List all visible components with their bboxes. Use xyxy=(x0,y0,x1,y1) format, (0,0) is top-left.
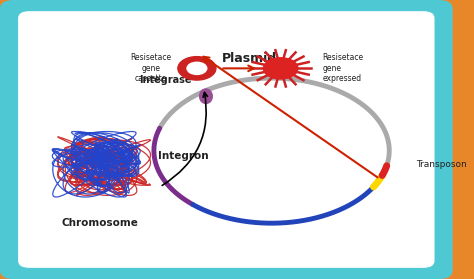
FancyArrowPatch shape xyxy=(162,92,208,186)
Text: Resisetace
gene
cassette: Resisetace gene cassette xyxy=(130,54,171,83)
FancyBboxPatch shape xyxy=(18,11,435,268)
FancyBboxPatch shape xyxy=(0,0,453,279)
Circle shape xyxy=(264,58,298,79)
Text: Integrase: Integrase xyxy=(139,74,191,85)
Circle shape xyxy=(187,62,207,74)
Text: Transposon: Transposon xyxy=(417,160,467,169)
Text: Chromosome: Chromosome xyxy=(61,218,138,228)
Text: Resisetace
gene
expressed: Resisetace gene expressed xyxy=(323,54,364,83)
Text: Plasmid: Plasmid xyxy=(221,52,276,65)
Ellipse shape xyxy=(200,89,212,104)
Text: Integron: Integron xyxy=(158,151,209,161)
Circle shape xyxy=(178,57,216,80)
